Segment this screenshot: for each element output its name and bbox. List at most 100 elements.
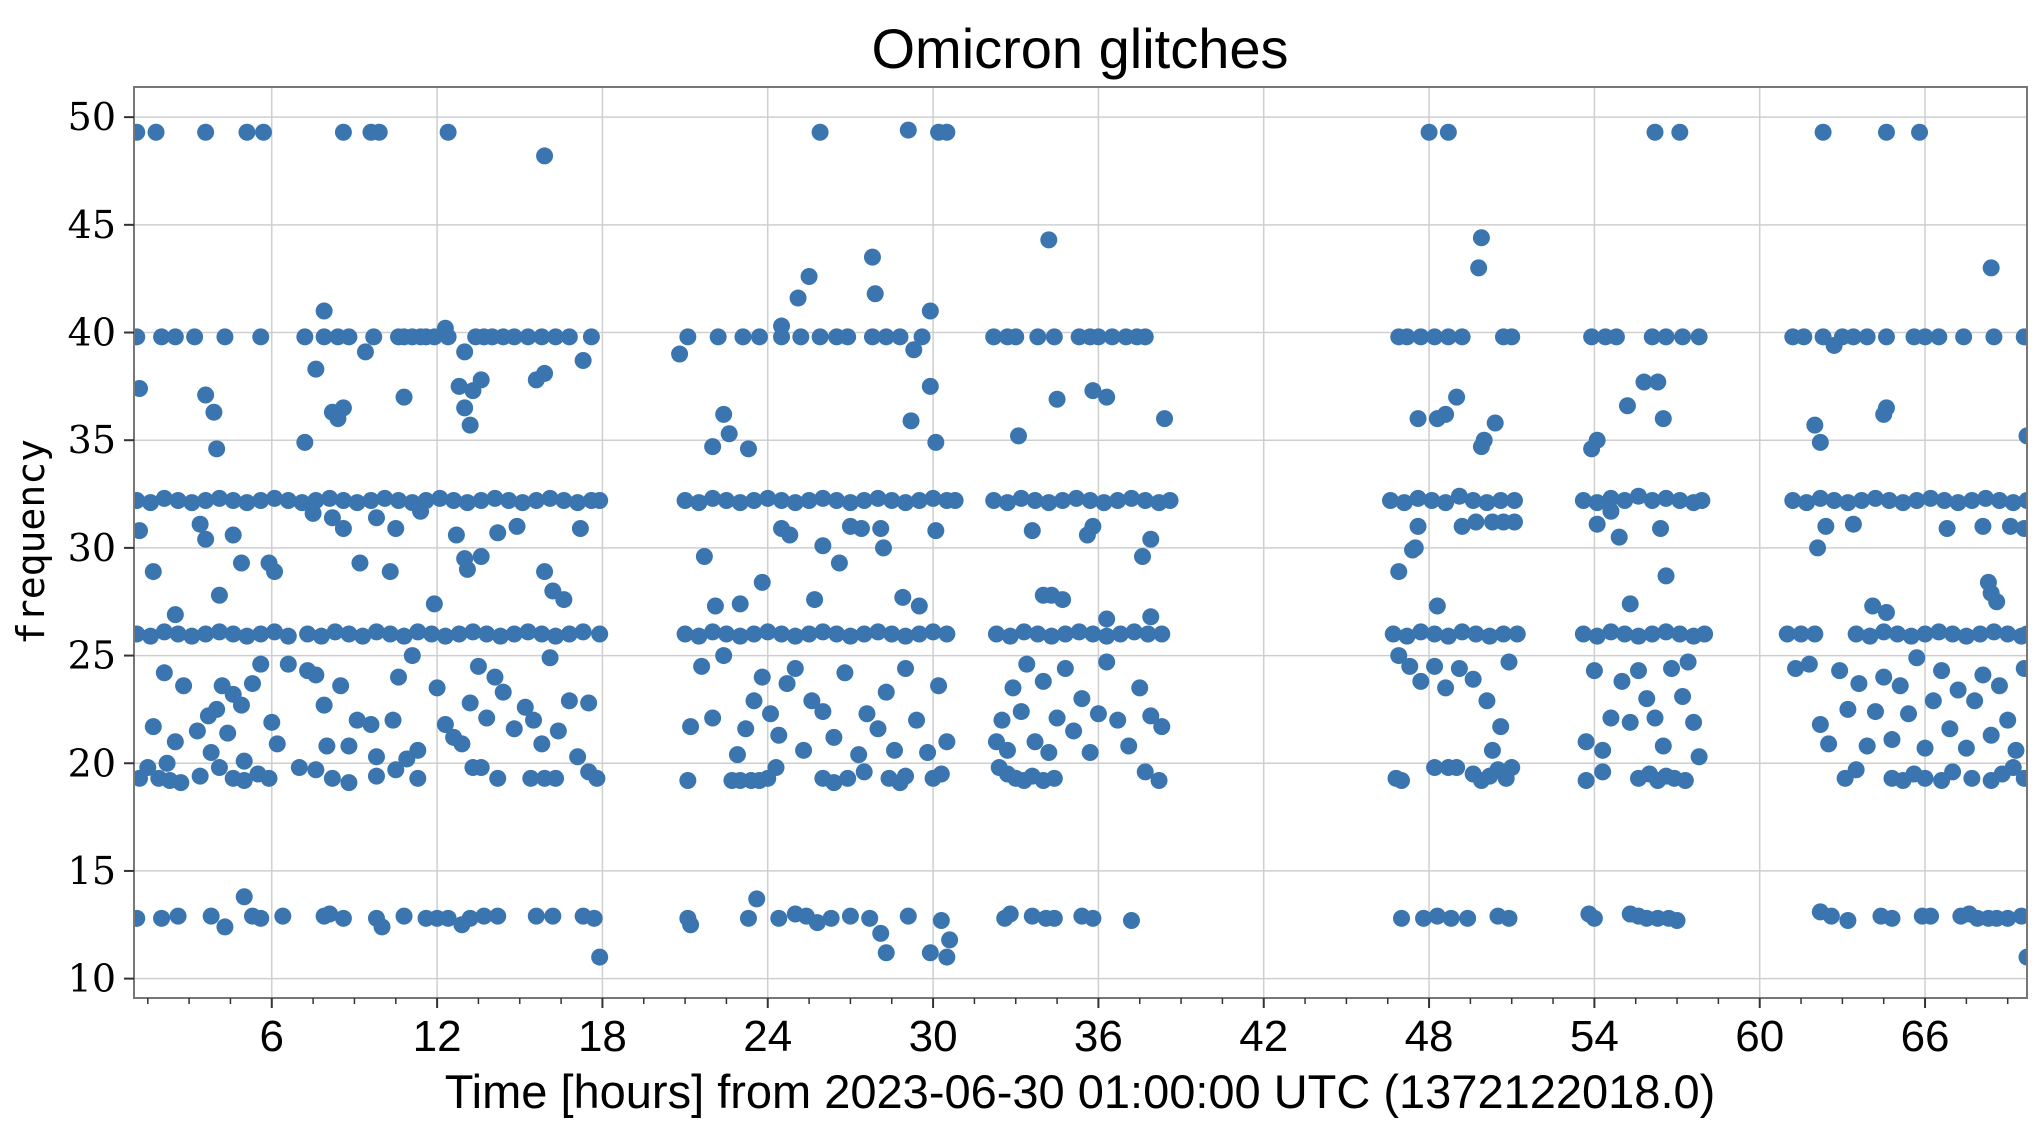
data-point xyxy=(208,700,226,718)
data-point xyxy=(549,722,567,740)
data-point xyxy=(814,489,832,507)
data-point xyxy=(387,520,405,538)
data-point xyxy=(323,403,341,421)
data-point xyxy=(489,769,507,787)
data-point xyxy=(2012,907,2027,925)
data-point xyxy=(789,289,807,307)
data-point xyxy=(1944,763,1962,781)
data-point xyxy=(1621,595,1639,613)
data-point xyxy=(183,494,201,512)
data-point xyxy=(1629,662,1647,680)
data-point xyxy=(315,302,333,320)
data-point xyxy=(1839,494,1857,512)
data-point xyxy=(728,746,746,764)
data-point xyxy=(1795,328,1813,346)
data-point xyxy=(2018,948,2027,966)
data-point xyxy=(1492,492,1510,510)
data-point xyxy=(773,625,791,643)
data-point xyxy=(1924,692,1942,710)
x-tick-label: 60 xyxy=(1735,1012,1784,1061)
data-point xyxy=(2004,494,2022,512)
data-point xyxy=(555,591,573,609)
data-point xyxy=(1864,597,1882,615)
data-point xyxy=(293,494,311,512)
data-point xyxy=(1034,672,1052,690)
data-point xyxy=(938,733,956,751)
data-point xyxy=(1012,489,1030,507)
data-point xyxy=(458,494,476,512)
data-point xyxy=(1150,771,1168,789)
x-tick-label: 54 xyxy=(1570,1012,1619,1061)
data-point xyxy=(1602,623,1620,641)
data-point xyxy=(172,774,190,792)
data-point xyxy=(1015,623,1033,641)
data-point xyxy=(166,328,184,346)
plot-frame xyxy=(133,86,2028,999)
data-point xyxy=(1393,909,1411,927)
data-point xyxy=(585,909,603,927)
data-point xyxy=(1974,517,1992,535)
data-point xyxy=(1820,735,1838,753)
data-point xyxy=(527,492,545,510)
data-point xyxy=(1023,522,1041,540)
data-point xyxy=(1048,390,1066,408)
data-point xyxy=(877,944,895,962)
x-axis-label: Time [hours] from 2023-06-30 01:00:00 UT… xyxy=(445,1065,1716,1118)
data-point xyxy=(235,888,253,906)
data-point xyxy=(811,328,829,346)
data-point xyxy=(1437,679,1455,697)
data-point xyxy=(1866,703,1884,721)
data-point xyxy=(795,741,813,759)
data-point xyxy=(1070,623,1088,641)
data-point xyxy=(704,438,722,456)
data-point xyxy=(445,492,463,510)
data-point xyxy=(1616,492,1634,510)
data-point xyxy=(340,774,358,792)
data-point xyxy=(450,377,468,395)
data-point xyxy=(395,388,413,406)
data-point xyxy=(574,352,592,370)
data-point xyxy=(1588,494,1606,512)
data-point xyxy=(1594,763,1612,781)
data-point xyxy=(1974,666,1992,684)
data-point xyxy=(475,907,493,925)
data-point xyxy=(252,909,270,927)
data-point xyxy=(390,668,408,686)
y-tick-label: 25 xyxy=(68,634,116,678)
data-point xyxy=(1381,492,1399,510)
data-point xyxy=(786,494,804,512)
data-point xyxy=(456,399,474,417)
data-point xyxy=(913,328,931,346)
data-point xyxy=(307,666,325,684)
data-point xyxy=(800,492,818,510)
data-point xyxy=(739,909,757,927)
data-point xyxy=(139,759,157,777)
data-point xyxy=(770,909,788,927)
data-point xyxy=(1084,625,1102,643)
data-point xyxy=(384,711,402,729)
data-point xyxy=(759,623,777,641)
data-point xyxy=(1999,711,2017,729)
data-point xyxy=(574,623,592,641)
data-point xyxy=(919,743,937,761)
data-point xyxy=(279,627,297,645)
data-point xyxy=(323,509,341,527)
data-point xyxy=(869,489,887,507)
data-point xyxy=(1652,520,1670,538)
data-point xyxy=(836,664,854,682)
data-point xyxy=(927,433,945,451)
x-tick-label: 18 xyxy=(578,1012,627,1061)
data-point xyxy=(910,625,928,643)
data-point xyxy=(1916,739,1934,757)
data-point xyxy=(205,403,223,421)
data-point xyxy=(1012,703,1030,721)
data-point xyxy=(142,627,160,645)
data-point xyxy=(1398,328,1416,346)
data-point xyxy=(1588,431,1606,449)
data-point xyxy=(1883,731,1901,749)
data-point xyxy=(770,726,788,744)
data-point xyxy=(472,759,490,777)
data-point xyxy=(800,268,818,286)
data-point xyxy=(439,909,457,927)
